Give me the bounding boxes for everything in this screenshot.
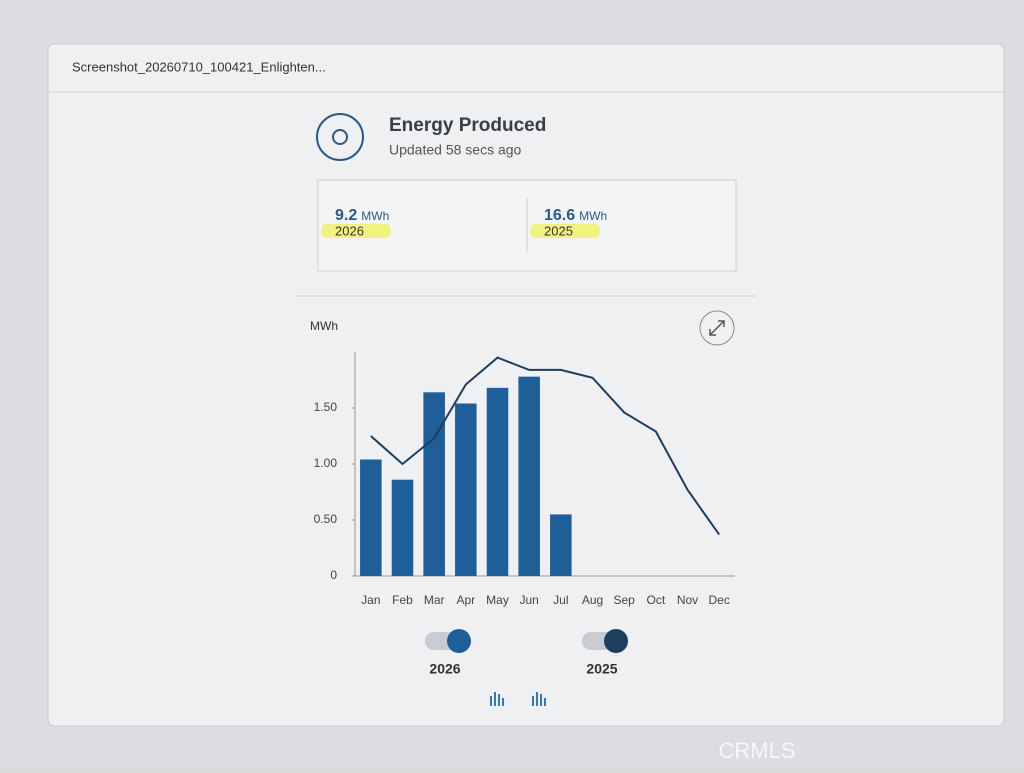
expand-button[interactable] [699,310,735,346]
y-axis-label: MWh [310,319,338,333]
chart-icon-bars [490,692,504,706]
x-tick-label: Sep [613,593,635,607]
x-tick-label: May [486,593,509,607]
header-subtitle: Updated 58 secs ago [389,142,522,158]
bar [391,479,414,576]
x-tick-label: Aug [582,593,603,607]
header-title: Energy Produced [389,115,546,136]
x-tick-label: Mar [424,593,445,607]
summary-unit: MWh [361,209,389,223]
x-tick-label: Feb [392,593,413,607]
legend-label: 2025 [586,661,617,677]
bar [360,459,382,576]
sun-icon [316,113,364,161]
x-tick-label: Oct [646,593,665,607]
legend-label: 2026 [429,661,460,677]
x-tick-label: Dec [708,593,729,607]
chart-icon-bars [532,692,546,706]
summary-value: 9.2 [335,207,357,224]
summary-label: 2025 [544,223,573,238]
line [370,356,720,536]
x-tick-label: Apr [456,593,475,607]
x-tick-label: Jul [553,593,568,607]
bar [423,392,445,576]
y-tick-label: 0.50 [314,512,338,526]
x-tick-label: Jun [519,593,538,607]
chart-icons [490,692,546,706]
bar [550,514,572,576]
bar [486,387,509,576]
sun-icon-core [332,129,348,145]
x-tick-label: Jan [361,593,380,607]
summary-label: 2026 [335,223,364,238]
expand-icon [709,320,725,336]
y-tick-label: 1.50 [314,400,338,414]
y-tick-label: 0 [330,568,337,582]
x-tick-label: Nov [677,593,698,607]
watermark: CRMLS [718,738,795,763]
highlight [530,224,600,238]
highlight [321,224,391,238]
summary-value: 16.6 [544,207,575,224]
window-title: Screenshot_20260710_100421_Enlighten... [72,59,326,74]
y-tick-label: 1.00 [314,456,338,470]
legend-knob [447,629,471,653]
legend-knob [604,629,628,653]
bar [455,403,477,576]
summary-unit: MWh [579,209,607,223]
bar [518,376,540,576]
